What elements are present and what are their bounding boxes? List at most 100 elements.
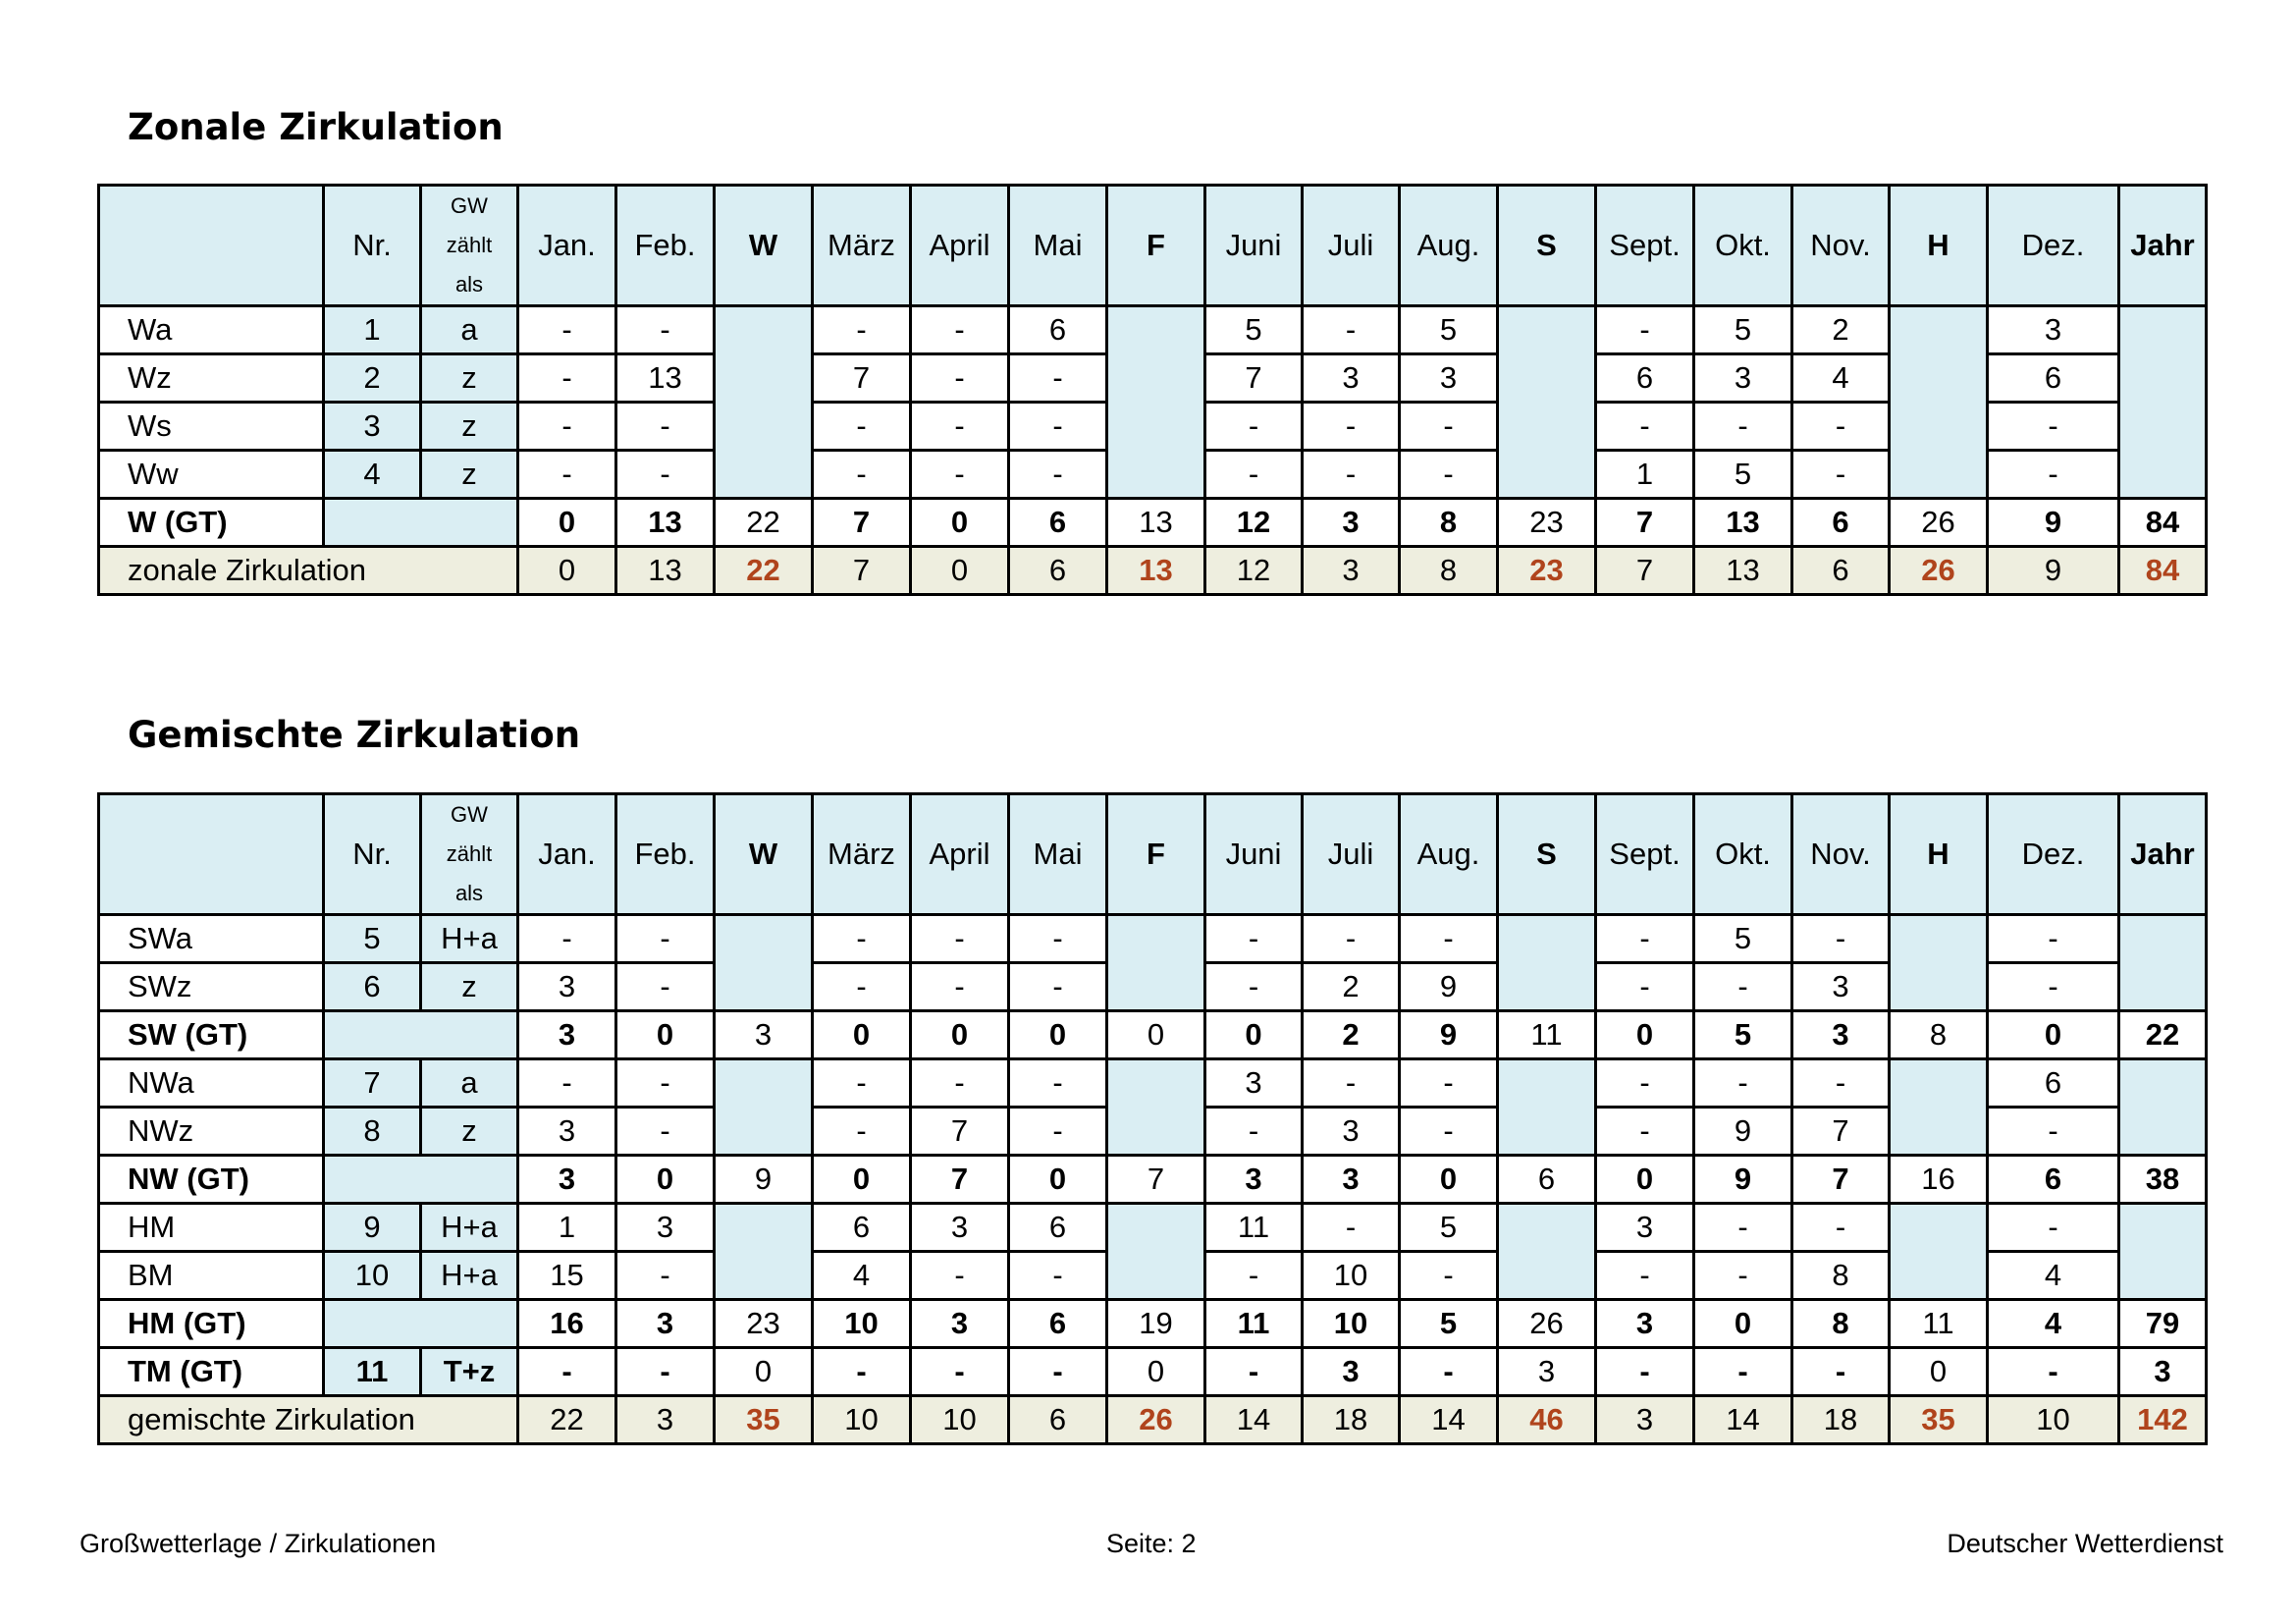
cell-juli: - (1301, 401, 1401, 452)
header-juni: Juni (1203, 792, 1304, 916)
cell-nr: 5 (322, 913, 422, 964)
cell-feb: - (614, 913, 716, 964)
cell-sept: - (1594, 1106, 1695, 1157)
empty-nr-gw-cell (322, 1298, 519, 1349)
cell-aug: 3 (1398, 352, 1499, 404)
header-jan: Jan. (516, 184, 617, 307)
cell-f: 26 (1105, 1394, 1206, 1445)
cell-nov: 18 (1790, 1394, 1891, 1445)
cell-s: 23 (1496, 545, 1597, 596)
cell-aug: 8 (1398, 497, 1499, 548)
cell-dez: 6 (1986, 1154, 2120, 1205)
row-ws: Ws 3 z - - - - - - - - - - - - (97, 401, 2207, 452)
cell-maerz: 7 (811, 497, 912, 548)
cell-nov: 8 (1790, 1250, 1891, 1301)
cell-sept: 1 (1594, 449, 1695, 500)
empty-s-cell (1496, 913, 1597, 1012)
empty-s-cell (1496, 1202, 1597, 1301)
row-swz: SWz 6 z 3- - - - -2 9- -3- (97, 961, 2207, 1012)
cell-maerz: - (811, 449, 912, 500)
cell-juni: 3 (1203, 1154, 1304, 1205)
cell-dez: - (1986, 401, 2120, 452)
header-h: H (1888, 792, 1989, 916)
row-wa: Wa 1 a - - - -6 5-5-5 2 3 (97, 304, 2208, 500)
cell-sept: - (1594, 1250, 1695, 1301)
cell-nov: - (1790, 1346, 1891, 1397)
empty-f-cell (1105, 1057, 1206, 1157)
cell-april: - (909, 1346, 1010, 1397)
row-nwa: NWa 7 a - - - - -3- - - - -6 (97, 1057, 2208, 1157)
empty-nr-gw-cell (322, 1009, 519, 1060)
cell-h: 26 (1888, 545, 1989, 596)
cell-nr: 1 (322, 304, 422, 355)
cell-f: 0 (1105, 1009, 1206, 1060)
empty-h-cell (1888, 304, 1989, 500)
cell-nov: 4 (1790, 352, 1891, 404)
footer-publisher: Deutscher Wetterdienst (1947, 1529, 2223, 1558)
cell-mai: 6 (1007, 545, 1108, 596)
cell-juni: 5 (1203, 304, 1304, 355)
cell-aug: 14 (1398, 1394, 1499, 1445)
cell-juni: 14 (1203, 1394, 1304, 1445)
cell-gw: H+a (419, 913, 519, 964)
cell-mai: - (1007, 961, 1108, 1012)
cell-w: 22 (713, 545, 814, 596)
header-gw-zaehlt-als: GW zählt als (419, 792, 519, 916)
row-tm-gt: TM (GT) 11 T+z - -0- - -0-3-3- - -0-3 (97, 1346, 2208, 1397)
cell-jan: 0 (516, 545, 617, 596)
cell-aug: - (1398, 1106, 1499, 1157)
cell-s: 46 (1496, 1394, 1597, 1445)
cell-s: 23 (1496, 497, 1597, 548)
row-label: W (GT) (97, 497, 325, 548)
cell-juli: 18 (1301, 1394, 1401, 1445)
cell-mai: 6 (1007, 1394, 1108, 1445)
cell-mai: - (1007, 913, 1108, 964)
cell-w: 22 (713, 497, 814, 548)
header-dez: Dez. (1986, 792, 2120, 916)
header-maerz: März (811, 792, 912, 916)
cell-juli: 3 (1301, 1106, 1401, 1157)
empty-s-cell (1496, 304, 1597, 500)
cell-gw: T+z (419, 1346, 519, 1397)
row-total-mixed: gemischte Zirkulation 22 3 35 10 10 6 26 14 18 14 4… (97, 1394, 2208, 1445)
cell-feb: 0 (614, 1154, 716, 1205)
cell-april: 0 (909, 1009, 1010, 1060)
cell-juni: - (1203, 913, 1304, 964)
cell-dez: 3 (1986, 304, 2120, 355)
cell-mai: 0 (1007, 1009, 1108, 1060)
cell-sept: 0 (1594, 1154, 1695, 1205)
cell-w: 3 (713, 1009, 814, 1060)
cell-f: 0 (1105, 1346, 1206, 1397)
cell-mai: 6 (1007, 497, 1108, 548)
cell-mai: 6 (1007, 1298, 1108, 1349)
row-label: NW (GT) (97, 1154, 325, 1205)
cell-aug: - (1398, 449, 1499, 500)
cell-jahr: 79 (2117, 1298, 2208, 1349)
header-mai: Mai (1007, 184, 1108, 307)
cell-jan: 1 (516, 1202, 617, 1253)
cell-okt: 9 (1692, 1154, 1793, 1205)
header-gw-line: als (454, 272, 484, 297)
cell-dez: 6 (1986, 1057, 2120, 1109)
cell-juli: 2 (1301, 961, 1401, 1012)
row-swa: SWa 5 H+a - - - - - - - - -5- - (97, 913, 2208, 1012)
cell-w: 35 (713, 1394, 814, 1445)
cell-gw: a (419, 1057, 519, 1109)
cell-okt: - (1692, 1250, 1793, 1301)
empty-jahr-cell (2117, 1057, 2208, 1157)
cell-maerz: - (811, 401, 912, 452)
cell-nov: 6 (1790, 497, 1891, 548)
cell-okt: 13 (1692, 497, 1793, 548)
header-empty-cell (97, 792, 325, 916)
cell-feb: - (614, 401, 716, 452)
cell-jan: - (516, 1346, 617, 1397)
empty-w-cell (713, 1202, 814, 1301)
cell-dez: - (1986, 1202, 2120, 1253)
cell-okt: 5 (1692, 913, 1793, 964)
cell-h: 8 (1888, 1009, 1989, 1060)
cell-sept: - (1594, 961, 1695, 1012)
cell-f: 13 (1105, 545, 1206, 596)
cell-okt: - (1692, 961, 1793, 1012)
empty-h-cell (1888, 913, 1989, 1012)
cell-w: 9 (713, 1154, 814, 1205)
